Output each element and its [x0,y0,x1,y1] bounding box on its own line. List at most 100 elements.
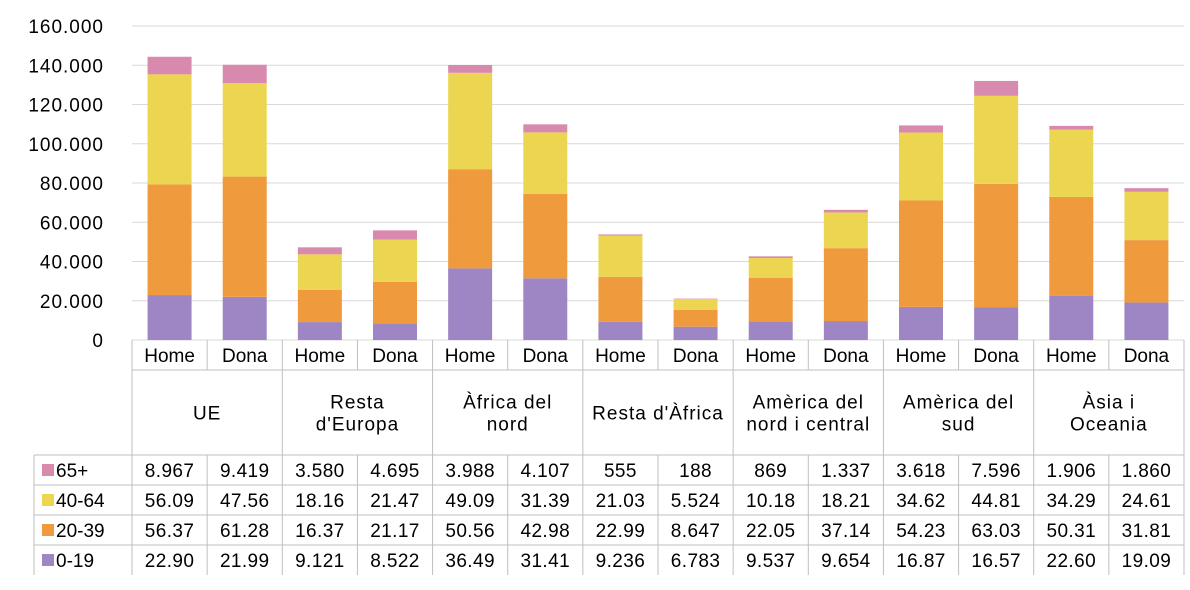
table-value: 3.618 [896,461,946,482]
bar-segment-0-19 [297,322,342,340]
bar-segment-0-19 [147,295,192,340]
table-value: 555 [604,461,637,482]
table-value: 31.41 [521,551,571,572]
table-value: 8.647 [671,521,721,542]
table-value: 42.98 [521,521,571,542]
table-value: 31.39 [521,491,571,512]
y-tick-label: 120.000 [28,96,104,117]
bar-segment-40-64 [297,254,342,290]
table-value: 22.05 [746,521,796,542]
table-value: 16.57 [971,551,1021,572]
table-value: 1.906 [1047,461,1097,482]
bar-segment-40-64 [748,258,793,279]
table-value: 18.21 [821,491,871,512]
x-tick-label: Dona [973,346,1019,367]
x-group-label: Resta d'Àfrica [592,404,724,425]
x-tick-label: Home [445,346,496,367]
table-value: 47.56 [220,491,270,512]
table-value: 1.860 [1122,461,1172,482]
table-value: 61.28 [220,521,270,542]
x-tick-label: Dona [673,346,719,367]
bar-segment-0-19 [974,307,1019,340]
x-tick-label: Dona [823,346,869,367]
bar-segment-40-64 [373,239,417,282]
bar-segment-40-64 [899,132,943,201]
x-tick-label: Home [1046,346,1097,367]
table-value: 56.37 [145,521,195,542]
bar-segment-0-19 [1049,295,1094,340]
x-tick-label: Dona [523,346,569,367]
bar-segment-65+ [147,56,192,75]
x-group-label: Amèrica del nord i central [746,393,870,436]
bar-segment-20-39 [748,278,793,322]
table-value: 16.37 [295,521,345,542]
table-value: 8.967 [145,461,195,482]
y-tick-label: 60.000 [40,213,104,234]
table-value: 50.31 [1047,521,1097,542]
table-value: 49.09 [445,491,495,512]
gridlines [132,25,1184,341]
table-value: 36.49 [445,551,495,572]
bar-segment-65+ [1049,125,1094,130]
table-value: 5.524 [671,491,721,512]
table-value: 9.236 [596,551,646,572]
bar-segment-20-39 [297,289,342,323]
table-value: 24.61 [1122,491,1172,512]
table-value: 56.09 [145,491,195,512]
bars [147,56,1169,340]
bar-segment-40-64 [1049,129,1094,197]
bar-segment-20-39 [598,276,643,322]
legend-swatch [42,524,54,536]
table-value: 34.62 [896,491,946,512]
x-tick-label: Dona [372,346,418,367]
table-value: 21.03 [596,491,646,512]
y-tick-label: 40.000 [40,253,104,274]
bar-segment-20-39 [222,176,267,297]
bar-segment-20-39 [673,309,718,327]
bar-segment-65+ [222,64,267,84]
bar-segment-20-39 [448,169,493,269]
table-value: 9.654 [821,551,871,572]
x-group-label: Amèrica del sud [903,393,1014,436]
bar-segment-0-19 [673,326,718,340]
y-tick-label: 0 [92,331,104,352]
table-value: 63.03 [971,521,1021,542]
y-tick-label: 160.000 [28,17,104,38]
bar-segment-65+ [373,230,417,240]
x-group-label: Resta d'Europa [316,393,399,436]
y-axis: 0 20.000 40.000 60.000 80.000 100.000 120.000 1… [28,17,104,352]
table-value: 34.29 [1047,491,1097,512]
table-value: 19.09 [1122,551,1172,572]
table-value: 50.56 [445,521,495,542]
table-value: 9.419 [220,461,270,482]
legend-swatch [42,464,54,476]
legend-swatch [42,554,54,566]
x-tick-label: Home [595,346,646,367]
table-value: 188 [679,461,712,482]
data-table: Home Dona Home Dona Home Dona Home Dona Home Dona… [33,340,1185,575]
bar-segment-20-39 [823,248,868,322]
bar-segment-40-64 [523,132,568,195]
bar-segment-0-19 [448,268,493,340]
x-tick-label: Home [144,346,195,367]
x-group-label: Àsia i Oceania [1070,393,1148,436]
bar-segment-20-39 [974,183,1019,308]
table-value: 16.87 [896,551,946,572]
y-tick-label: 80.000 [40,174,104,195]
table-value: 21.99 [220,551,270,572]
legend-label: 20-39 [56,521,105,542]
bar-segment-0-19 [598,321,643,340]
bar-segment-20-39 [147,184,192,296]
table-value: 22.60 [1047,551,1097,572]
bar-segment-65+ [1124,188,1169,192]
table-value: 8.522 [370,551,420,572]
bar-segment-40-64 [222,83,267,177]
x-group-label: UE [193,404,221,425]
bar-segment-40-64 [448,72,493,170]
table-value: 1.337 [821,461,871,482]
bar-segment-40-64 [147,74,192,185]
bar-segment-20-39 [1049,196,1094,296]
bar-segment-65+ [598,234,643,236]
bar-segment-40-64 [598,235,643,277]
bar-segment-65+ [297,247,342,255]
